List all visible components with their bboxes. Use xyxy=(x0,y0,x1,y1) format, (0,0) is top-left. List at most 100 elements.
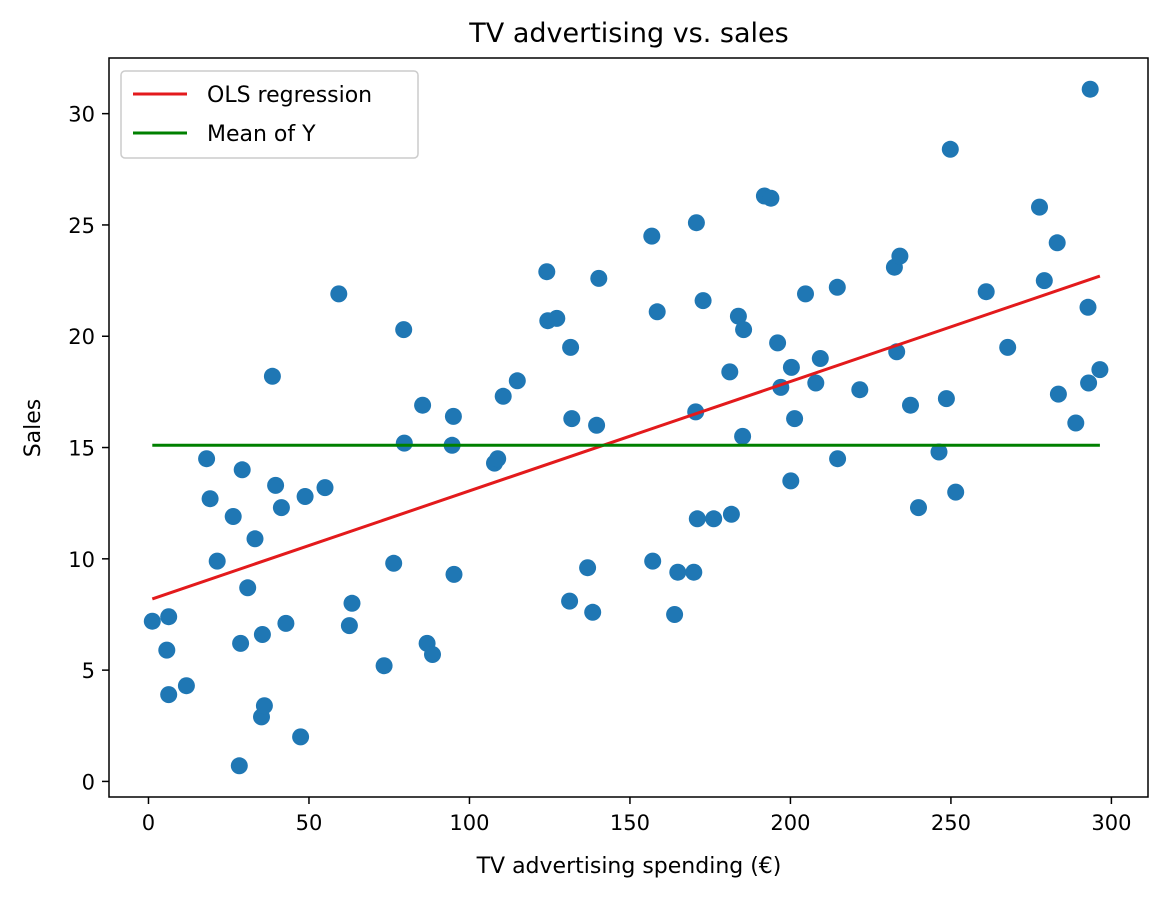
data-point xyxy=(230,757,248,775)
data-point xyxy=(669,563,687,581)
y-tick-label: 30 xyxy=(68,103,95,127)
data-point xyxy=(1049,385,1067,403)
data-point xyxy=(685,563,703,581)
x-axis: 0 50 100 150 200 250 300 xyxy=(142,797,1131,835)
data-point xyxy=(563,410,581,428)
data-point xyxy=(160,608,178,626)
data-point xyxy=(828,278,846,296)
data-point xyxy=(722,505,740,523)
data-point xyxy=(494,387,512,405)
data-point xyxy=(267,476,285,494)
y-tick-label: 20 xyxy=(68,325,95,349)
chart-title: TV advertising vs. sales xyxy=(468,18,788,49)
data-point xyxy=(688,510,706,528)
data-point xyxy=(590,269,608,287)
axes-frame xyxy=(108,57,1149,798)
data-point xyxy=(395,321,413,339)
data-point xyxy=(385,554,403,572)
data-point xyxy=(1080,374,1098,392)
x-tick-label: 300 xyxy=(1091,811,1131,835)
data-point xyxy=(177,677,195,695)
x-tick-label: 0 xyxy=(142,811,155,835)
data-point xyxy=(891,247,909,265)
data-point xyxy=(232,634,250,652)
data-point xyxy=(253,626,271,643)
data-point xyxy=(343,594,361,612)
data-point xyxy=(263,367,281,385)
data-point xyxy=(807,374,825,392)
data-point xyxy=(902,396,919,414)
data-point xyxy=(734,427,752,445)
data-point xyxy=(762,189,780,207)
data-point xyxy=(233,461,251,479)
data-point xyxy=(584,603,602,621)
data-point xyxy=(158,641,176,659)
data-point xyxy=(444,407,462,425)
data-point xyxy=(588,416,606,434)
data-point xyxy=(910,499,927,517)
data-point xyxy=(797,285,814,303)
data-point xyxy=(977,283,995,301)
data-point xyxy=(246,530,264,548)
x-axis-label: TV advertising spending (€) xyxy=(476,854,782,879)
data-point xyxy=(999,338,1017,356)
data-point xyxy=(1079,298,1097,316)
data-point xyxy=(579,559,597,577)
data-point xyxy=(538,263,556,281)
data-point xyxy=(769,334,787,352)
data-point xyxy=(316,479,334,497)
y-tick-label: 0 xyxy=(82,770,95,794)
y-tick-label: 25 xyxy=(68,214,95,238)
data-point xyxy=(644,552,662,570)
data-point xyxy=(735,321,753,339)
data-point xyxy=(330,285,348,303)
data-point xyxy=(941,140,959,158)
x-tick-label: 50 xyxy=(296,811,323,835)
data-point xyxy=(208,552,226,570)
data-point xyxy=(687,214,705,232)
data-point xyxy=(721,363,739,381)
data-point xyxy=(782,358,800,376)
data-point xyxy=(1091,361,1109,379)
data-point xyxy=(786,410,804,428)
data-point xyxy=(489,450,507,468)
legend-label-mean: Mean of Y xyxy=(207,122,316,147)
data-point xyxy=(277,614,295,632)
data-point xyxy=(694,292,712,310)
data-point xyxy=(340,617,358,635)
data-point xyxy=(811,350,829,367)
plot-area xyxy=(143,80,1109,775)
data-point xyxy=(1031,198,1048,216)
data-point xyxy=(937,390,955,408)
data-point xyxy=(143,612,161,630)
data-point xyxy=(829,450,847,468)
data-point xyxy=(729,307,747,325)
x-tick-label: 100 xyxy=(449,811,489,835)
y-tick-label: 10 xyxy=(68,548,95,572)
data-point xyxy=(239,579,257,597)
data-point xyxy=(272,499,290,517)
y-axis: 0 5 10 15 20 25 30 xyxy=(68,103,109,794)
data-point xyxy=(930,443,948,461)
data-point xyxy=(648,303,666,321)
data-point xyxy=(666,606,684,623)
data-point xyxy=(1067,414,1085,432)
x-tick-label: 150 xyxy=(610,811,650,835)
data-point xyxy=(851,381,869,399)
data-point xyxy=(508,372,526,390)
data-point xyxy=(160,686,178,704)
data-point xyxy=(424,646,441,663)
data-point xyxy=(414,396,432,414)
y-tick-label: 5 xyxy=(82,659,95,683)
legend-label-ols: OLS regression xyxy=(207,83,372,108)
data-point xyxy=(561,592,579,610)
data-point xyxy=(445,565,463,583)
x-tick-label: 250 xyxy=(931,811,971,835)
data-point xyxy=(1081,80,1099,98)
y-axis-label: Sales xyxy=(21,399,46,458)
data-point xyxy=(1035,272,1053,290)
y-tick-label: 15 xyxy=(68,437,95,461)
data-point xyxy=(395,434,413,452)
data-point xyxy=(705,510,723,528)
